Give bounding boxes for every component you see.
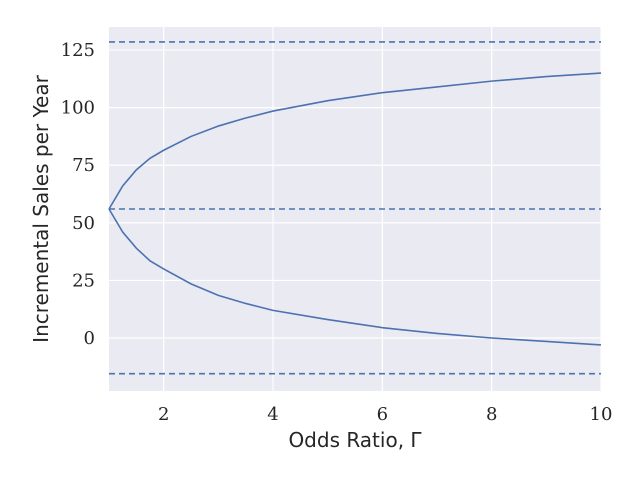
x-tick-label: 2 [158,404,169,425]
y-tick-label: 25 [72,270,95,291]
y-tick-label: 75 [72,155,95,176]
y-tick-labels: 0 25 50 75 100 125 [61,40,95,349]
series-line-1 [108,72,602,210]
series-line-2 [108,208,602,346]
y-tick-label: 125 [61,40,95,61]
y-tick-label: 0 [84,328,95,349]
x-tick-labels: 2 4 6 8 10 [158,404,613,425]
x-tick-label: 10 [590,404,613,425]
series-layer [108,41,602,375]
y-tick-label: 100 [61,98,95,119]
y-axis-label: Incremental Sales per Year [29,74,53,342]
x-tick-label: 4 [267,404,278,425]
x-tick-label: 8 [486,404,497,425]
x-axis-label: Odds Ratio, Γ [288,428,422,452]
x-tick-label: 6 [377,404,388,425]
y-tick-label: 50 [72,213,95,234]
